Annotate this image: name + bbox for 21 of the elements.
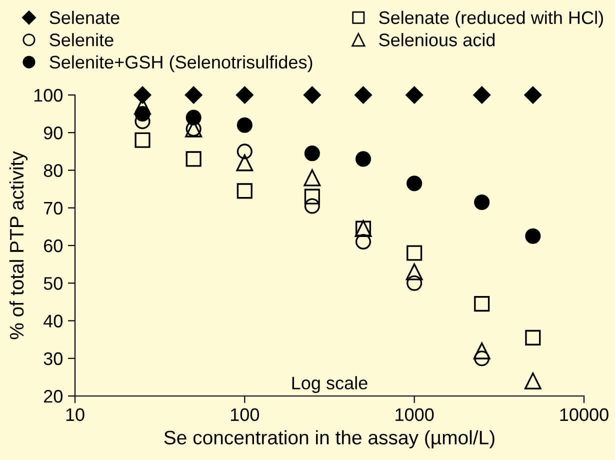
- y-tick-label: 100: [34, 88, 62, 102]
- x-tick-label: 10: [66, 408, 84, 422]
- y-tick-label: 90: [44, 126, 62, 140]
- y-tick-label: 60: [44, 239, 62, 252]
- y-tick-label: 20: [44, 390, 62, 403]
- y-tick-label: 70: [44, 202, 62, 215]
- legend-label: Selenate: [50, 10, 120, 24]
- y-tick-label: 40: [44, 314, 62, 328]
- legend-label: Selenite+GSH (Selenotrisulfides): [50, 55, 312, 72]
- x-axis-title: Se concentration in the assay (µmol/L): [164, 430, 494, 448]
- x-tick-label: 100: [230, 408, 260, 422]
- y-tick-label: 80: [44, 164, 62, 177]
- legend-label: Selenite: [50, 33, 114, 46]
- y-tick-label: 30: [44, 352, 62, 366]
- y-tick-label: 50: [44, 277, 62, 290]
- legend-label: Selenious acid: [379, 33, 495, 46]
- x-tick-label: 10000: [560, 408, 608, 422]
- y-axis-title: % of total PTP activity: [9, 151, 28, 340]
- legend-label: Selenate (reduced with HCl): [379, 10, 603, 28]
- x-tick-label: 1000: [396, 408, 434, 422]
- annotation: Log scale: [292, 376, 368, 393]
